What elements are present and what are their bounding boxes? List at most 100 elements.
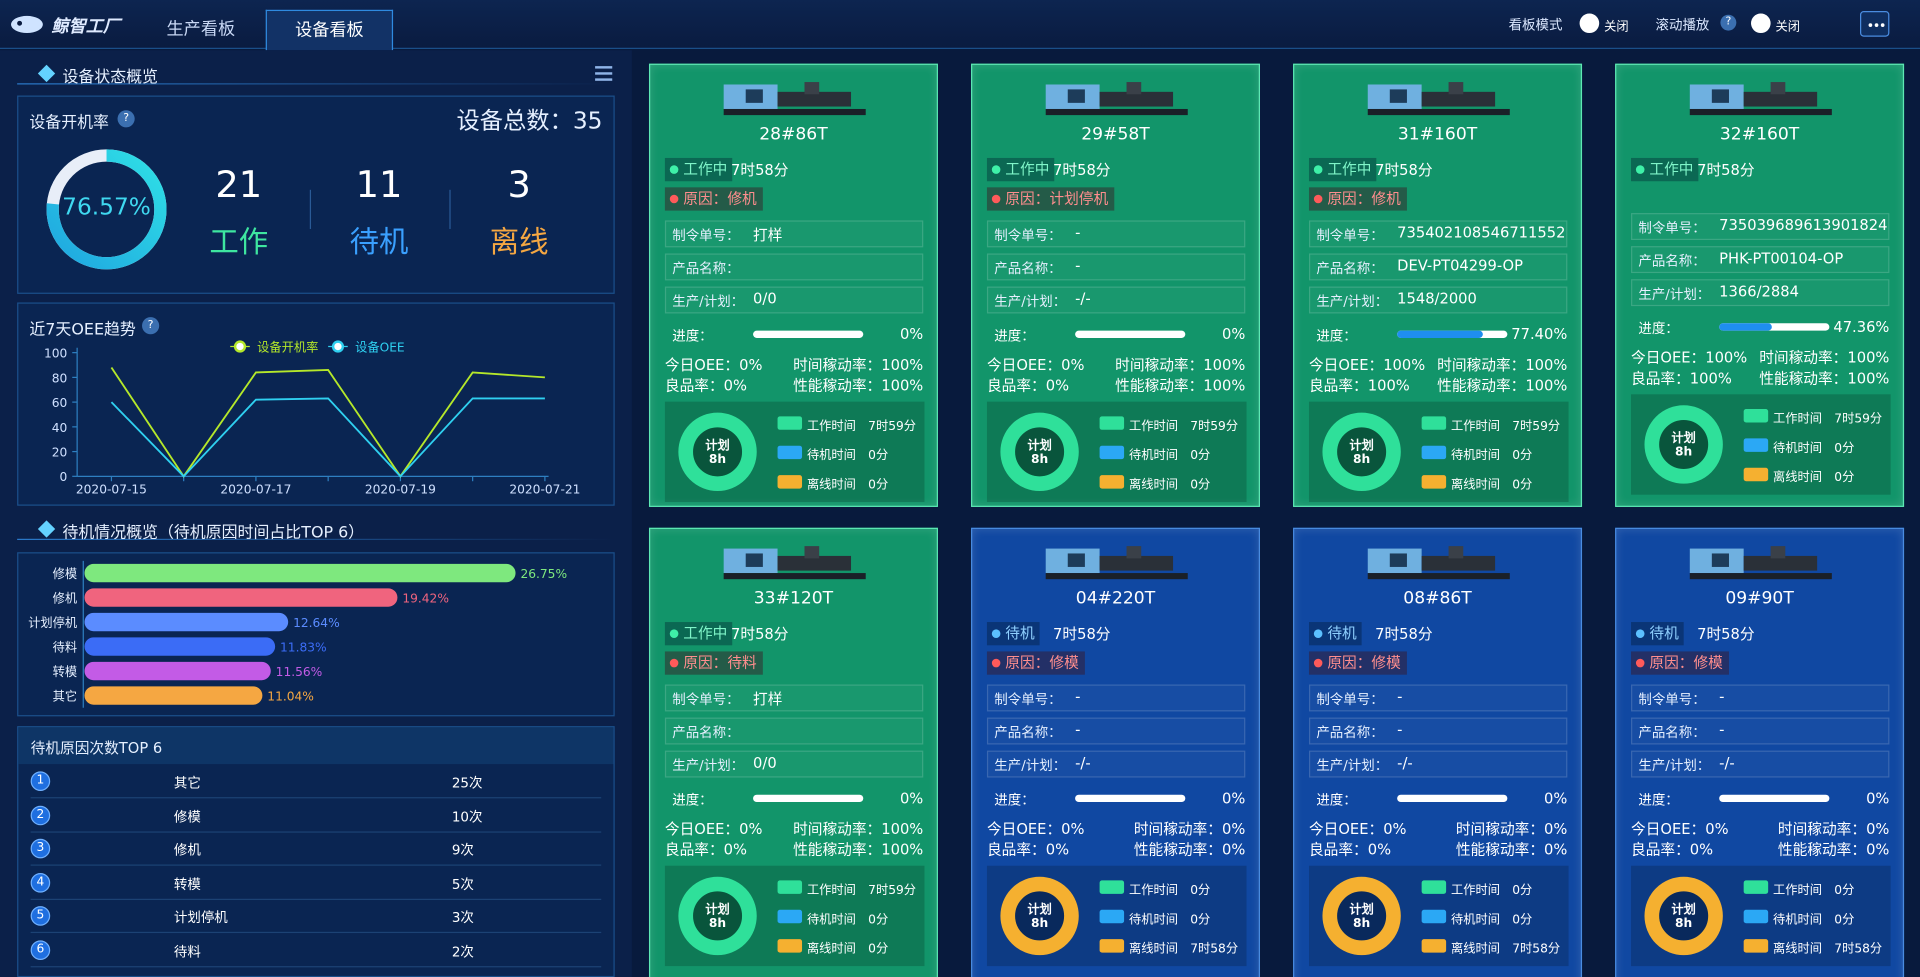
machine-base — [723, 108, 866, 116]
machine-arm — [1421, 91, 1496, 107]
graphic — [46, 149, 167, 270]
legend-swatch — [777, 416, 803, 430]
status-badge: 待机 — [1631, 622, 1684, 646]
legend-swatch — [777, 475, 803, 489]
field-value: -/- — [1075, 290, 1091, 308]
machine-base — [723, 573, 866, 580]
machine-card[interactable]: 08#86T 待机 7时58分 原因：修模 制令单号： - 产品名称： - 生产/计划： -/- 进… — [1293, 527, 1583, 977]
field-label: 制令单号： — [672, 691, 740, 708]
legend-swatch — [777, 445, 803, 460]
machine-panel — [1067, 553, 1085, 567]
menu-line — [595, 78, 613, 81]
legend-value: 0分 — [1512, 913, 1533, 927]
graphic: 0 20 40 60 80 100 2020-07-15 2020-07-17 2020-07-… — [44, 339, 580, 496]
toggle-label: 看板模式 — [1508, 17, 1563, 34]
machine-card[interactable]: 04#220T 待机 7时58分 原因：修模 制令单号： - 产品名称： - 生产/计划： -/-… — [971, 527, 1261, 977]
progress-value: 0% — [1544, 789, 1568, 807]
legend-value: 0分 — [1190, 478, 1211, 493]
legend-swatch — [1099, 939, 1125, 953]
field-value: - — [1719, 688, 1725, 706]
donut-hole — [1015, 891, 1065, 941]
machine-hopper — [1126, 82, 1142, 95]
reason: 修模 — [173, 808, 201, 825]
field-box — [664, 684, 924, 712]
machine-card[interactable]: 31#160T 工作中 7时58分 原因：修机 制令单号： 735402108546711… — [1293, 63, 1583, 507]
field-label: 生产/计划： — [672, 757, 745, 774]
stat: 今日OEE：0% — [1631, 820, 1729, 838]
section-bar — [17, 83, 615, 85]
count: 2次 — [451, 944, 474, 961]
donut-center: 计划 — [1349, 437, 1373, 452]
stat: 良品率：0% — [1308, 841, 1392, 859]
status-dot — [991, 629, 1001, 638]
legend-swatch — [1743, 909, 1769, 924]
stat: 时间稼动率：0% — [1133, 820, 1246, 838]
field-label: 生产/计划： — [672, 293, 745, 310]
stat: 良品率：0% — [986, 841, 1070, 859]
toggle-switch[interactable] — [1751, 13, 1771, 34]
donut-hole — [693, 891, 743, 941]
reason: 转模 — [173, 876, 201, 893]
legend-swatch — [1421, 445, 1447, 460]
machine-base — [1367, 573, 1510, 580]
x-tick-label: 2020-07-17 — [220, 482, 291, 496]
bar — [84, 588, 398, 607]
count-label: 离线 — [489, 225, 549, 260]
machine-card[interactable]: 32#160T 工作中 7时58分 制令单号： 735039689613901824 产品… — [1615, 63, 1905, 507]
field-box — [664, 750, 924, 778]
bar — [84, 661, 271, 681]
graphic: 修模 26.75% 修机 19.42% 计划停机 12.64% 待料 11.83% 转模 11.5… — [28, 560, 567, 708]
donut-segment — [678, 412, 757, 492]
tab[interactable]: 设备看板 — [265, 9, 394, 51]
reason: 其它 — [173, 775, 201, 792]
machine-card[interactable]: 33#120T 工作中 7时58分 原因：待料 制令单号： 打样 产品名称： 生产/计划： 0/… — [648, 527, 938, 977]
field-label: 制令单号： — [1316, 227, 1384, 244]
stat: 今日OEE：100% — [1308, 356, 1426, 374]
legend-name: 待机时间 — [1128, 913, 1178, 927]
panel-box — [17, 302, 615, 506]
legend-swatch — [1421, 880, 1447, 894]
machine-card[interactable]: 29#58T 工作中 7时58分 原因：计划停机 制令单号： - 产品名称： - 生产/计划： -… — [971, 63, 1261, 507]
machine-base — [1367, 108, 1510, 116]
machine-card[interactable]: 09#90T 待机 7时58分 原因：修模 制令单号： - 产品名称： - 生产/计划： -/- 进… — [1615, 527, 1905, 977]
tab[interactable]: 生产看板 — [166, 19, 236, 40]
donut-hole — [1659, 891, 1709, 941]
category-label: 其它 — [53, 688, 77, 703]
field-box — [1308, 684, 1568, 712]
donut-hole — [693, 427, 743, 477]
field-label: 产品名称： — [1638, 724, 1706, 741]
field-box — [986, 684, 1246, 712]
field-value: 735402108546711552 — [1397, 224, 1566, 242]
legend-swatch — [1099, 416, 1125, 430]
stat: 性能稼动率：0% — [1133, 841, 1246, 859]
field-label: 制令单号： — [1638, 691, 1706, 708]
donut-center: 8h — [709, 916, 726, 930]
legend-name: 待机时间 — [1773, 913, 1823, 927]
legend-value: 0分 — [1190, 884, 1211, 898]
machine-card[interactable]: 28#86T 工作中 7时58分 原因：修机 制令单号： 打样 产品名称： 生产/计划： 0/0… — [648, 63, 938, 507]
field-value: - — [1397, 688, 1403, 706]
table-title: 待机原因次数TOP 6 — [30, 739, 163, 757]
value-label: 12.64% — [293, 616, 340, 630]
toggle-switch[interactable] — [1579, 13, 1600, 34]
field-value: 打样 — [753, 690, 783, 708]
graphic — [1689, 546, 1832, 580]
field-box — [1631, 684, 1890, 712]
donut-hole — [1337, 427, 1387, 477]
value-label: 26.75% — [520, 567, 567, 581]
field-value: - — [1075, 224, 1081, 242]
x-tick-label: 2020-07-21 — [509, 482, 580, 496]
donut-center: 8h — [1675, 445, 1692, 459]
graphic — [1689, 82, 1832, 116]
machine-hopper — [1770, 546, 1786, 559]
count: 3次 — [451, 910, 474, 927]
category-label: 修机 — [53, 590, 77, 605]
menu-dot — [1874, 23, 1879, 27]
legend-swatch — [1743, 939, 1769, 953]
menu-button[interactable] — [1860, 11, 1890, 37]
progress-fill — [1397, 330, 1483, 338]
stat: 性能稼动率：100% — [793, 841, 924, 859]
